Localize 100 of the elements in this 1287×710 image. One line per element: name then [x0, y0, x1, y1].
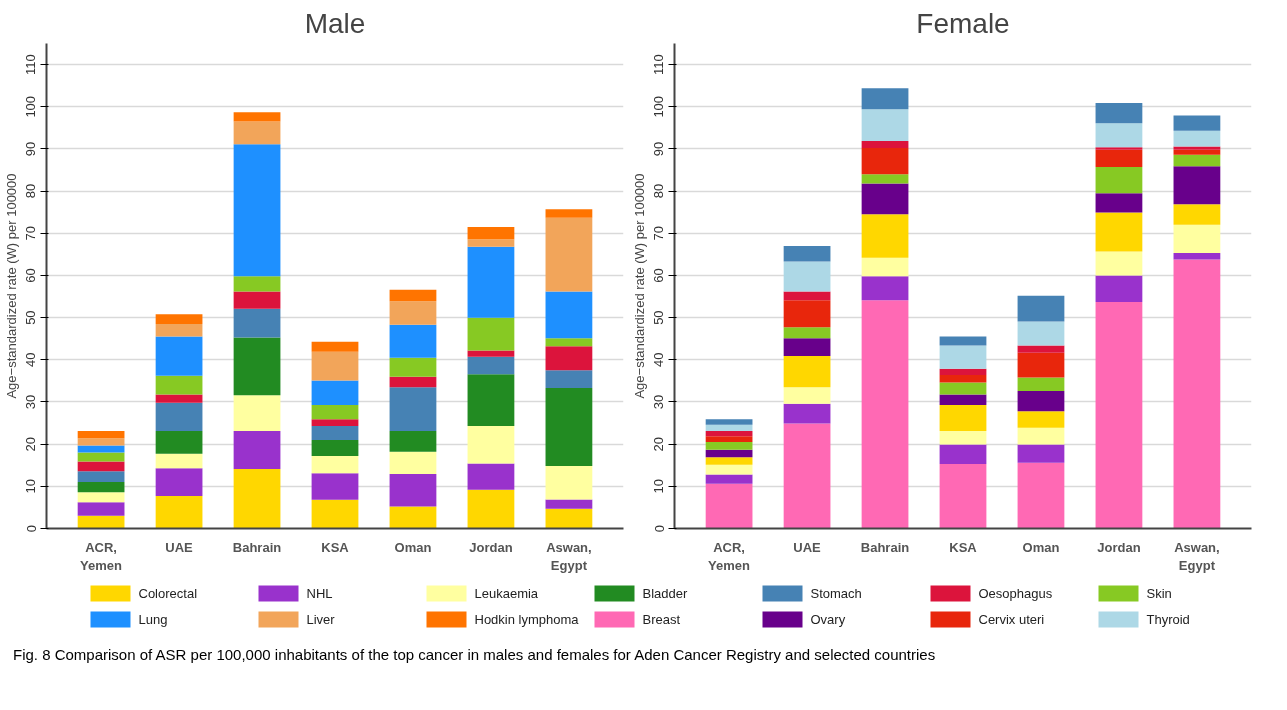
bar	[1017, 321, 1065, 346]
bar	[705, 457, 753, 465]
y-tick-label: 40	[651, 352, 667, 368]
bar	[705, 436, 753, 443]
bar	[389, 431, 437, 452]
bar	[861, 174, 909, 184]
bar	[861, 300, 909, 529]
bar	[705, 424, 753, 432]
y-tick-label: 0	[651, 524, 667, 533]
bar	[467, 246, 515, 318]
bar	[783, 261, 831, 292]
legend-label: Liver	[306, 612, 336, 627]
bar	[545, 466, 593, 500]
bar	[311, 473, 359, 500]
chart-title: Male	[304, 7, 366, 39]
bar	[783, 423, 831, 529]
y-tick-label: 50	[23, 310, 39, 325]
legend-label: Oesophagus	[978, 586, 1053, 601]
bar	[1095, 251, 1143, 276]
y-axis-title: Age−standardized rate (W) per 100000	[3, 173, 19, 399]
bar	[311, 426, 359, 440]
bar	[1017, 411, 1065, 428]
bar	[389, 474, 437, 507]
bar	[545, 508, 593, 529]
x-tick-label: ACR, Yemen	[708, 539, 751, 573]
x-tick-label: Bahrain	[232, 539, 282, 555]
y-tick-label: 60	[651, 268, 667, 283]
bar	[77, 482, 125, 493]
bar	[939, 431, 987, 445]
bar	[1173, 154, 1221, 167]
y-tick-label: 0	[23, 524, 39, 533]
bar	[939, 368, 987, 375]
bar	[939, 394, 987, 405]
bar	[155, 496, 203, 529]
bar	[1173, 130, 1221, 147]
bar	[545, 291, 593, 339]
bar	[705, 431, 753, 437]
y-tick-label: 30	[23, 394, 39, 410]
bar	[233, 395, 281, 432]
bar	[389, 357, 437, 377]
bar	[783, 403, 831, 424]
bar	[783, 356, 831, 388]
bar	[1095, 149, 1143, 168]
y-axis-title: Age−standardized rate (W) per 100000	[631, 173, 647, 399]
bar	[467, 226, 515, 240]
bar	[1017, 462, 1065, 529]
bar	[1095, 212, 1143, 252]
bar	[77, 445, 125, 453]
legend-label: Colorectal	[138, 586, 198, 601]
bar	[467, 239, 515, 247]
bar	[1017, 352, 1065, 378]
bar	[545, 338, 593, 347]
bar	[155, 336, 203, 376]
bar	[861, 276, 909, 301]
bar	[861, 257, 909, 277]
bar	[1173, 149, 1221, 155]
y-tick-label: 100	[651, 95, 667, 118]
bar	[705, 419, 753, 425]
bar	[1173, 224, 1221, 254]
bar	[939, 444, 987, 464]
bar	[939, 374, 987, 383]
bar	[77, 492, 125, 503]
bar	[467, 374, 515, 427]
bar	[389, 451, 437, 475]
bar	[861, 109, 909, 141]
bar	[311, 455, 359, 474]
legend-label: NHL	[306, 586, 333, 601]
bar	[545, 217, 593, 292]
bar	[1173, 166, 1221, 205]
legend-label: Cervix uteri	[978, 612, 1045, 627]
y-tick-label: 70	[651, 226, 667, 241]
bar	[155, 394, 203, 403]
legend-label: Breast	[642, 612, 681, 627]
bar	[467, 489, 515, 529]
bar	[467, 356, 515, 375]
bar	[389, 506, 437, 529]
bar	[783, 245, 831, 262]
y-tick-label: 10	[651, 479, 667, 494]
bar	[861, 88, 909, 110]
bar	[467, 426, 515, 464]
bar	[545, 209, 593, 218]
bar	[939, 404, 987, 432]
bar	[389, 387, 437, 432]
bar	[77, 471, 125, 483]
bar	[311, 439, 359, 456]
bar	[545, 388, 593, 467]
y-tick-label: 80	[23, 183, 39, 199]
bar	[1095, 102, 1143, 124]
chart-title: Female	[916, 7, 1010, 39]
bar	[311, 404, 359, 420]
bar	[783, 300, 831, 328]
bar	[783, 338, 831, 357]
bar	[1017, 345, 1065, 353]
bar	[77, 438, 125, 446]
bar	[1017, 391, 1065, 412]
bar	[233, 308, 281, 338]
bar	[233, 337, 281, 396]
bar	[705, 464, 753, 475]
y-tick-label: 90	[651, 141, 667, 157]
bar	[77, 515, 125, 529]
